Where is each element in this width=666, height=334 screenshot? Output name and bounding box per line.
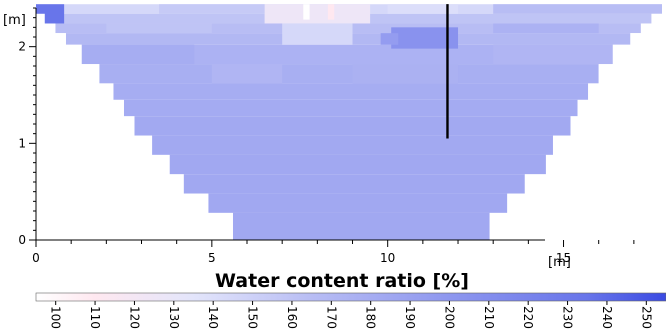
x-unit-label: [m] [548, 255, 571, 270]
heatmap-cells [36, 4, 662, 240]
y-unit-label: [m] [3, 13, 26, 28]
x-tick-label: 0 [32, 251, 40, 265]
heatmap-cell-9 [493, 44, 613, 65]
y-tick-label: 2 [18, 40, 26, 54]
colorbar-tick-label: 130 [167, 306, 181, 329]
colorbar-tick-label: 230 [561, 306, 575, 329]
heatmap-cell-7 [493, 23, 599, 34]
heatmap-cell-8 [81, 44, 195, 65]
colorbar-tick-label: 200 [442, 306, 456, 329]
heatmap-cell-10 [211, 64, 283, 84]
colorbar-tick-label: 140 [206, 306, 220, 329]
heatmap-row-9 [152, 135, 553, 155]
heatmap-cell-6 [106, 23, 212, 34]
heatmap-row-5 [99, 64, 599, 84]
heatmap-row-4 [81, 44, 613, 65]
y-tick-label: 1 [18, 136, 26, 150]
colorbar-title: Water content ratio [%] [215, 270, 469, 292]
x-tick-label: 5 [208, 251, 216, 265]
y-tick-label: 0 [18, 233, 26, 247]
heatmap-row-7 [123, 99, 578, 117]
colorbar-tick-label: 150 [246, 306, 260, 329]
heatmap-row-10 [169, 154, 546, 175]
colorbar-tick-label: 100 [49, 306, 63, 329]
heatmap-row-8 [134, 116, 571, 136]
heatmap-cell-5 [387, 4, 459, 14]
colorbar-tick-label: 250 [639, 306, 653, 329]
colorbar-tick-label: 160 [285, 306, 299, 329]
y-ticks: 0 1 2 [18, 7, 36, 247]
colorbar-tick-label: 170 [324, 306, 338, 329]
heatmap-row-6 [113, 83, 589, 100]
colorbar-tick-label: 180 [364, 306, 378, 329]
x-tick-label: 10 [380, 251, 395, 265]
colorbar-tick-label: 110 [88, 306, 102, 329]
heatmap-cell-12 [391, 27, 459, 49]
colorbar: Water content ratio [%] 100 110 120 130 140 1… [35, 270, 666, 329]
heatmap-row-11 [183, 174, 525, 194]
colorbar-tick-label: 190 [403, 306, 417, 329]
heatmap-cell-14 [303, 4, 310, 20]
heatmap-cell-11 [352, 64, 459, 84]
heatmap-cell-13 [380, 33, 399, 45]
heatmap-cell-3 [493, 4, 662, 14]
x-ticks: 0 5 10 15 [32, 240, 635, 265]
heatmap-cell-15 [327, 4, 335, 20]
heatmap-cell-1 [264, 4, 371, 24]
heatmap-row-13 [232, 212, 490, 240]
colorbar-tick-label: 210 [482, 306, 496, 329]
heatmap-cell-2 [282, 23, 353, 45]
heatmap-row-12 [208, 193, 508, 213]
colorbar-gradient [35, 292, 666, 302]
colorbar-tick-label: 220 [521, 306, 535, 329]
colorbar-ticks: 100 110 120 130 140 150 160 170 180 190 200 210 220 2… [49, 301, 653, 329]
colorbar-tick-label: 120 [127, 306, 141, 329]
heatmap-cell-4 [159, 4, 265, 14]
axes: 0 1 2 0 5 10 15 [m] [m] [3, 7, 635, 270]
heatmap-cell-0 [36, 4, 65, 24]
x-tick-label: 15 [556, 251, 571, 265]
colorbar-tick-label: 240 [600, 306, 614, 329]
